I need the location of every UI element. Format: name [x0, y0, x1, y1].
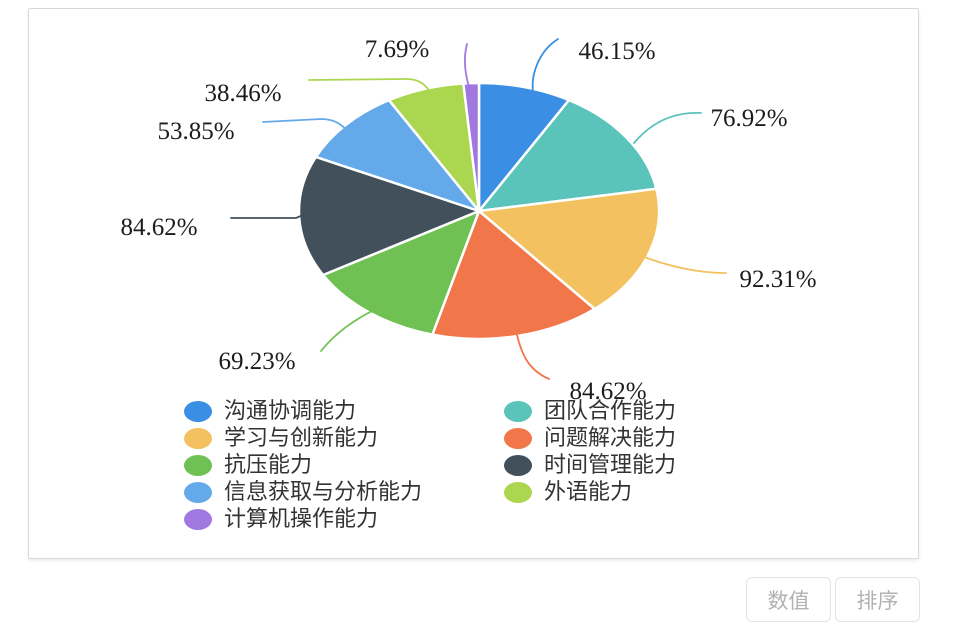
legend-label: 信息获取与分析能力: [224, 479, 423, 504]
legend-label: 计算机操作能力: [224, 506, 379, 531]
legend-marker-icon: [184, 400, 212, 422]
pie-slice[interactable]: [314, 98, 481, 213]
leader-line: [633, 112, 702, 144]
legend-marker-icon: [504, 427, 532, 449]
percent-label: 46.15%: [578, 38, 655, 65]
chart-card: 46.15% 76.92% 92.31% 84.62% 69.23% 84.62…: [28, 8, 919, 559]
legend-marker-icon: [184, 427, 212, 449]
legend-label: 学习与创新能力: [224, 425, 379, 450]
legend-marker-icon: [184, 508, 212, 530]
percent-label: 76.92%: [710, 105, 787, 132]
legend-label: 团队合作能力: [544, 398, 677, 423]
legend-label: 抗压能力: [224, 452, 313, 477]
percent-label: 84.62%: [569, 378, 646, 405]
percent-label: 69.23%: [218, 348, 295, 375]
leader-line: [628, 250, 727, 274]
legend: 沟通协调能力 团队合作能力 学习与创新能力 问题解决能力 抗压能力 时间管理能力…: [184, 400, 676, 530]
percent-labels: 46.15% 76.92% 92.31% 84.62% 69.23% 84.62…: [120, 36, 816, 405]
legend-marker-icon: [504, 481, 532, 503]
percent-label: 38.46%: [204, 80, 281, 107]
legend-label: 问题解决能力: [544, 425, 677, 450]
legend-marker-icon: [504, 454, 532, 476]
leader-line: [230, 210, 314, 219]
legend-item[interactable]: 问题解决能力: [504, 427, 676, 449]
legend-item[interactable]: 外语能力: [504, 481, 676, 503]
percent-label: 92.31%: [739, 266, 816, 293]
percent-label: 84.62%: [120, 214, 197, 241]
pie-slice[interactable]: [462, 81, 481, 213]
legend-marker-icon: [184, 454, 212, 476]
leader-line: [320, 308, 377, 352]
pie-slice[interactable]: [477, 81, 571, 213]
legend-item[interactable]: 信息获取与分析能力: [184, 481, 504, 503]
leader-lines: [230, 38, 727, 380]
leader-line: [308, 78, 432, 96]
legend-marker-icon: [184, 481, 212, 503]
legend-marker-icon: [504, 400, 532, 422]
legend-item[interactable]: 学习与创新能力: [184, 427, 504, 449]
numeric-button[interactable]: 数值: [746, 577, 831, 622]
pie-slice[interactable]: [477, 98, 658, 213]
leader-line: [531, 38, 559, 98]
percent-label: 7.69%: [365, 36, 430, 63]
percent-label: 53.85%: [157, 118, 234, 145]
legend-item[interactable]: 团队合作能力: [504, 400, 676, 422]
sort-button[interactable]: 排序: [835, 577, 920, 622]
leader-line: [515, 330, 550, 380]
legend-item[interactable]: 时间管理能力: [504, 454, 676, 476]
pie-slices: [297, 81, 661, 341]
toolbar: 数值 排序: [746, 577, 920, 622]
leader-line: [464, 43, 472, 94]
pie-slice[interactable]: [477, 187, 661, 311]
legend-item[interactable]: 抗压能力: [184, 454, 504, 476]
legend-label: 时间管理能力: [544, 452, 677, 477]
legend-item[interactable]: 沟通协调能力: [184, 400, 504, 422]
leader-line: [262, 118, 359, 159]
legend-label: 外语能力: [544, 479, 633, 504]
pie-chart: 46.15% 76.92% 92.31% 84.62% 69.23% 84.62…: [120, 36, 816, 405]
legend-item[interactable]: 计算机操作能力: [184, 508, 504, 530]
legend-label: 沟通协调能力: [224, 398, 357, 423]
